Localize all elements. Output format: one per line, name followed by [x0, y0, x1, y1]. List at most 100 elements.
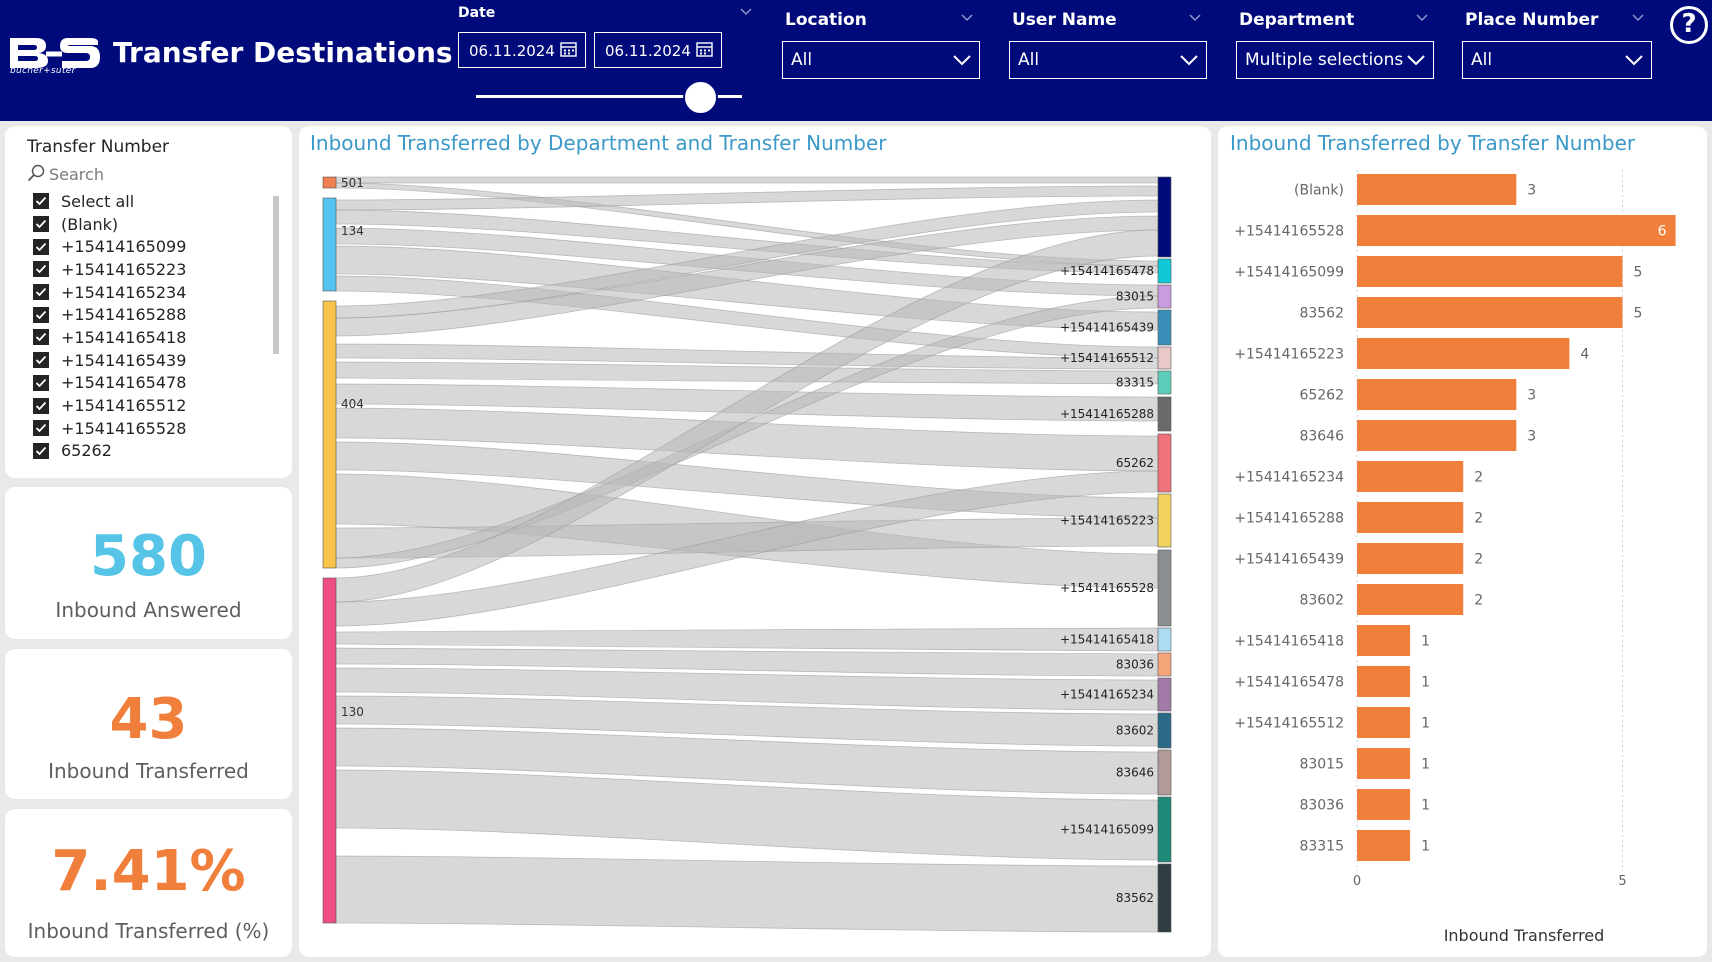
sankey-target-node[interactable] — [1157, 652, 1172, 677]
list-item[interactable]: (Blank) — [23, 213, 275, 236]
bucher-suter-logo — [10, 38, 100, 68]
bar[interactable] — [1357, 379, 1517, 410]
sankey-target-node[interactable] — [1157, 309, 1172, 346]
bar[interactable] — [1357, 420, 1517, 451]
sankey-chart[interactable]: 501 134 404 130 +15414165478 83015 +1541416543… — [299, 126, 1211, 957]
bar[interactable] — [1357, 584, 1464, 615]
sankey-target-node[interactable] — [1157, 370, 1172, 395]
sankey-target-node[interactable] — [1157, 796, 1172, 863]
sankey-target-node[interactable] — [1157, 749, 1172, 796]
checkbox-checked-icon[interactable] — [33, 261, 49, 278]
checkbox-checked-icon[interactable] — [33, 284, 49, 301]
sankey-link[interactable] — [335, 176, 1159, 184]
checkbox-checked-icon[interactable] — [33, 374, 49, 391]
calendar-icon[interactable] — [696, 41, 713, 57]
calendar-icon[interactable] — [560, 41, 577, 57]
x-tick-label: 0 — [1353, 874, 1361, 889]
bar[interactable] — [1357, 297, 1623, 328]
date-range-slider-handle[interactable] — [683, 80, 718, 115]
checkbox-checked-icon[interactable] — [33, 238, 49, 255]
sankey-target-node[interactable] — [1157, 627, 1172, 652]
username-dropdown[interactable]: All — [1009, 41, 1207, 79]
sankey-target-label: +15414165478 — [1060, 264, 1154, 278]
bar[interactable] — [1357, 461, 1464, 492]
date-range-slider-track[interactable] — [476, 95, 742, 98]
bar[interactable] — [1357, 338, 1570, 369]
bar-chart[interactable]: 0 5 (Blank) 3 +15414165528 6 +15414165099 5 8356… — [1218, 126, 1707, 957]
checkbox-checked-icon[interactable] — [33, 329, 49, 346]
sankey-target-node[interactable] — [1157, 863, 1172, 933]
sankey-title: Inbound Transferred by Department and Tr… — [310, 131, 887, 155]
checkbox-checked-icon[interactable] — [33, 216, 49, 233]
bar[interactable] — [1357, 789, 1411, 820]
bar[interactable] — [1357, 215, 1676, 246]
checkbox-checked-icon[interactable] — [33, 306, 49, 323]
checkbox-checked-icon[interactable] — [33, 352, 49, 369]
list-item[interactable]: Select all — [23, 190, 275, 213]
checkbox-checked-icon[interactable] — [33, 193, 49, 210]
list-item[interactable]: +15414165099 — [23, 235, 275, 258]
date-end-input[interactable]: 06.11.2024 — [594, 32, 722, 68]
bar[interactable] — [1357, 666, 1411, 697]
place-number-dropdown[interactable]: All — [1462, 41, 1652, 79]
bar[interactable] — [1357, 625, 1411, 656]
chevron-down-icon[interactable] — [1632, 14, 1644, 22]
sankey-target-node[interactable] — [1157, 176, 1172, 258]
list-item[interactable]: +15414165512 — [23, 394, 275, 417]
sankey-source-node[interactable] — [322, 197, 337, 292]
y-tick-label: +15414165528 — [1234, 224, 1344, 240]
sankey-link[interactable] — [335, 627, 1159, 652]
sankey-link[interactable] — [335, 855, 1159, 933]
y-tick-label: 83646 — [1299, 429, 1344, 445]
date-start-input[interactable]: 06.11.2024 — [458, 32, 586, 68]
kpi-value: 43 — [109, 687, 188, 752]
sankey-target-node[interactable] — [1157, 346, 1172, 370]
chevron-down-icon[interactable] — [1189, 14, 1201, 22]
bar[interactable] — [1357, 830, 1411, 861]
list-item-label: +15414165528 — [61, 418, 187, 438]
checkbox-checked-icon[interactable] — [33, 420, 49, 437]
checkbox-checked-icon[interactable] — [33, 442, 49, 459]
list-item[interactable]: +15414165223 — [23, 258, 275, 281]
list-item[interactable]: +15414165418 — [23, 326, 275, 349]
sankey-target-node[interactable] — [1157, 396, 1172, 432]
department-dropdown[interactable]: Multiple selections — [1236, 41, 1434, 79]
sankey-target-node[interactable] — [1157, 493, 1172, 548]
list-item[interactable]: 65262 — [23, 440, 275, 463]
sankey-target-label: 83602 — [1116, 724, 1154, 738]
bar[interactable] — [1357, 502, 1464, 533]
list-item[interactable]: +15414165478 — [23, 372, 275, 395]
bar[interactable] — [1357, 707, 1411, 738]
sankey-target-node[interactable] — [1157, 258, 1172, 284]
list-item[interactable]: +15414165439 — [23, 349, 275, 372]
bar[interactable] — [1357, 543, 1464, 574]
sankey-target-node[interactable] — [1157, 433, 1172, 493]
data-label: 4 — [1580, 347, 1589, 363]
bar[interactable] — [1357, 748, 1411, 779]
checkbox-checked-icon[interactable] — [33, 397, 49, 414]
sankey-target-node[interactable] — [1157, 284, 1172, 309]
bar[interactable] — [1357, 256, 1623, 287]
location-dropdown[interactable]: All — [782, 41, 980, 79]
sankey-target-node[interactable] — [1157, 677, 1172, 712]
sankey-source-node[interactable] — [322, 577, 337, 924]
chevron-down-icon[interactable] — [740, 8, 752, 16]
sankey-target-label: +15414165439 — [1060, 321, 1154, 335]
list-item[interactable]: +15414165288 — [23, 303, 275, 326]
list-item[interactable]: +15414165234 — [23, 281, 275, 304]
help-icon[interactable]: ? — [1670, 6, 1708, 44]
list-scrollbar[interactable] — [273, 196, 279, 354]
chevron-down-icon[interactable] — [1416, 14, 1428, 22]
list-item-label: +15414165478 — [61, 373, 187, 393]
chevron-down-icon[interactable] — [961, 14, 973, 22]
list-item[interactable]: +15414165528 — [23, 417, 275, 440]
bar[interactable] — [1357, 174, 1517, 205]
list-item-label: +15414165512 — [61, 396, 187, 416]
transfer-number-search[interactable]: Search — [27, 164, 104, 184]
sankey-target-node[interactable] — [1157, 549, 1172, 627]
sankey-target-node[interactable] — [1157, 712, 1172, 749]
sankey-source-node[interactable] — [322, 300, 337, 569]
sankey-source-node[interactable] — [322, 176, 337, 189]
sankey-target-label: 65262 — [1116, 456, 1154, 470]
y-tick-label: 83036 — [1299, 798, 1344, 814]
